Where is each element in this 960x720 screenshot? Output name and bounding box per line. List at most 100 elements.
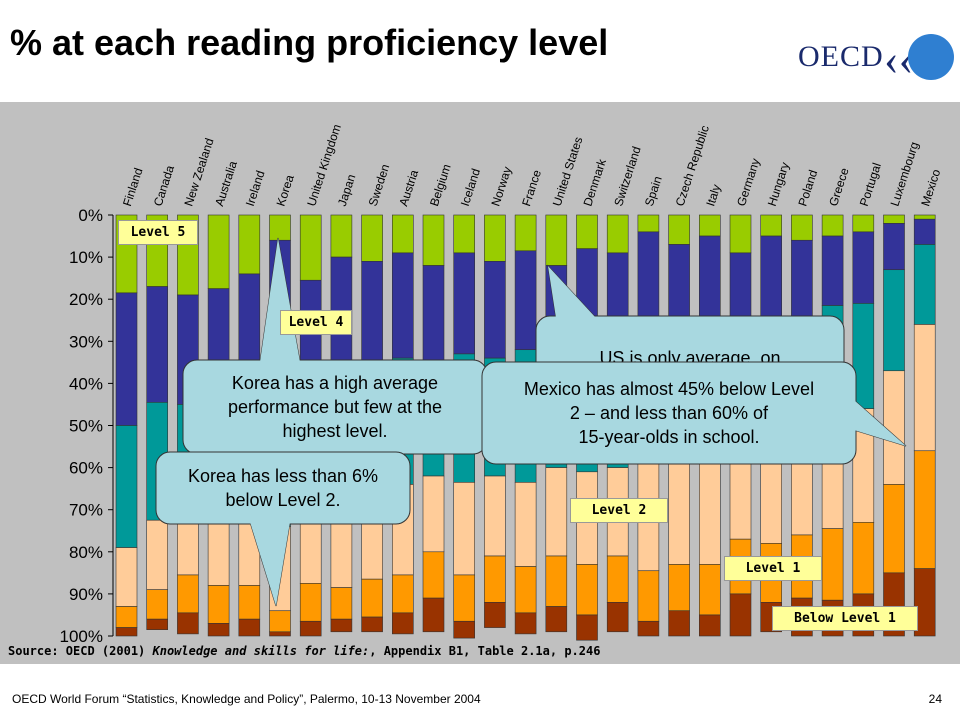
oecd-logo: OECD ‹‹ — [798, 34, 958, 100]
bar-segment-level-5 — [238, 214, 261, 275]
bar-segment-level-2 — [698, 454, 721, 565]
x-tick-label: Denmark — [581, 156, 610, 208]
bar-segment-level-1 — [207, 585, 230, 624]
bar-segment-level-1 — [391, 574, 414, 614]
bar-segment-below-level-1 — [269, 631, 291, 637]
x-tick-label: Canada — [151, 163, 177, 208]
callout-mexico-text: 15-year-olds in school. — [578, 427, 759, 447]
callout-korea-high: Korea has a high average performance but … — [182, 237, 488, 455]
bar-segment-below-level-1 — [576, 614, 598, 641]
bar-segment-level-1 — [484, 555, 506, 603]
bar-segment-level-4 — [514, 250, 537, 351]
bar-segment-level-5 — [637, 214, 660, 233]
bar-segment-level-2 — [545, 467, 568, 557]
bar-segment-below-level-1 — [698, 614, 721, 637]
bar-segment-level-1 — [698, 564, 721, 616]
bar-segment-level-1 — [883, 484, 905, 574]
source-prefix: Source: OECD (2001) — [8, 644, 153, 658]
callout-korea-high-pointer-fill — [260, 238, 300, 362]
bar-segment-below-level-1 — [668, 610, 690, 637]
bar-segment-level-1 — [238, 585, 261, 620]
bar-segment-below-level-1 — [115, 627, 138, 637]
bar-segment-level-5 — [913, 214, 936, 220]
bar-segment-level-3 — [115, 425, 138, 548]
level4-label: Level 4 — [280, 310, 352, 335]
callout-korea-low: Korea has less than 6% below Level 2. — [155, 451, 411, 607]
bar-segment-level-5 — [391, 214, 414, 254]
bar-segment-level-5 — [852, 214, 875, 233]
y-tick-label: 50% — [69, 417, 103, 436]
bar-segment-level-1 — [422, 551, 445, 599]
bar-segment-below-level-1 — [146, 618, 168, 630]
y-tick-label: 10% — [69, 248, 103, 267]
bar-segment-level-2 — [422, 475, 445, 553]
bar-segment-below-level-1 — [177, 612, 199, 635]
x-tick-label: Australia — [212, 159, 240, 208]
slide-title: % at each reading proficiency level — [10, 22, 609, 63]
bar-segment-level-5 — [668, 214, 690, 245]
level5-label: Level 5 — [118, 220, 198, 245]
y-tick-label: 20% — [69, 290, 103, 309]
bar-segment-level-1 — [146, 589, 168, 620]
y-tick-label: 100% — [60, 627, 103, 646]
bar-segment-below-level-1 — [545, 606, 568, 633]
x-tick-label: Japan — [335, 172, 358, 207]
x-tick-label: Spain — [642, 174, 665, 208]
bar-segment-level-5 — [269, 214, 291, 241]
bar-segment-level-1 — [177, 574, 199, 614]
bar-segment-below-level-1 — [207, 623, 230, 637]
bar-segment-level-5 — [729, 214, 752, 254]
bar-segment-level-4 — [484, 261, 506, 359]
bar-segment-level-1 — [821, 528, 844, 601]
bar-segment-level-4 — [883, 223, 905, 271]
bar-segment-level-1 — [514, 566, 537, 614]
bar-segment-level-1 — [668, 564, 690, 612]
bar-segment-level-5 — [883, 214, 905, 224]
bar-segment-level-5 — [361, 214, 383, 262]
globe-icon — [908, 34, 954, 80]
bar-segment-level-4 — [791, 239, 813, 317]
callout-mexico-text: Mexico has almost 45% below Level — [524, 379, 814, 399]
x-tick-label: Italy — [703, 183, 723, 208]
bar-segment-level-5 — [821, 214, 844, 237]
bar-segment-level-1 — [299, 583, 322, 622]
bar-segment-level-2 — [668, 463, 690, 565]
bar-segment-below-level-1 — [330, 618, 353, 633]
bar-segment-level-1 — [545, 555, 568, 607]
bar-segment-level-5 — [791, 214, 813, 241]
bar-segment-below-level-1 — [637, 620, 660, 637]
bar-segment-level-1 — [637, 570, 660, 622]
bar-segment-below-level-1 — [422, 597, 445, 633]
x-tick-label: France — [519, 168, 544, 208]
x-tick-label: Mexico — [918, 167, 943, 208]
bar-segment-level-5 — [698, 214, 721, 237]
y-tick-label: 40% — [69, 374, 103, 393]
bar-segment-level-2 — [514, 482, 537, 567]
bar-segment-level-5 — [760, 214, 783, 237]
bar-segment-level-5 — [453, 214, 476, 254]
x-tick-label: Luxembourg — [888, 140, 922, 208]
callout-us-pointer-fill — [548, 266, 596, 318]
y-axis: 0% 10% 20% 30% 40% 50% 60% 70% 80% 90% 100% — [60, 206, 114, 646]
bar-segment-level-2 — [883, 370, 905, 485]
x-tick-label: Finland — [120, 166, 145, 208]
bar-segment-below-level-1 — [484, 602, 506, 628]
x-tick-label: Portugal — [857, 161, 884, 208]
bar-segment-level-1 — [852, 522, 875, 595]
bar-segment-level-4 — [146, 286, 168, 403]
callout-korea-high-text: performance but few at the — [228, 397, 442, 417]
x-tick-label: Iceland — [458, 167, 483, 208]
bar-segment-level-1 — [576, 564, 598, 616]
bar-segment-level-1 — [361, 578, 383, 618]
callout-korea-high-text: Korea has a high average — [232, 373, 438, 393]
bar-segment-level-4 — [821, 235, 844, 306]
bar-segment-level-2 — [115, 547, 138, 607]
level1-label: Level 1 — [724, 556, 822, 581]
y-tick-label: 60% — [69, 459, 103, 478]
bar-segment-level-5 — [330, 214, 353, 258]
callout-mexico: Mexico has almost 45% below Level 2 – and… — [481, 361, 907, 465]
bar-segment-level-5 — [207, 214, 230, 289]
bar-segment-level-5 — [606, 214, 629, 254]
x-tick-label: Switzerland — [611, 145, 643, 208]
x-tick-label: Germany — [734, 157, 763, 208]
